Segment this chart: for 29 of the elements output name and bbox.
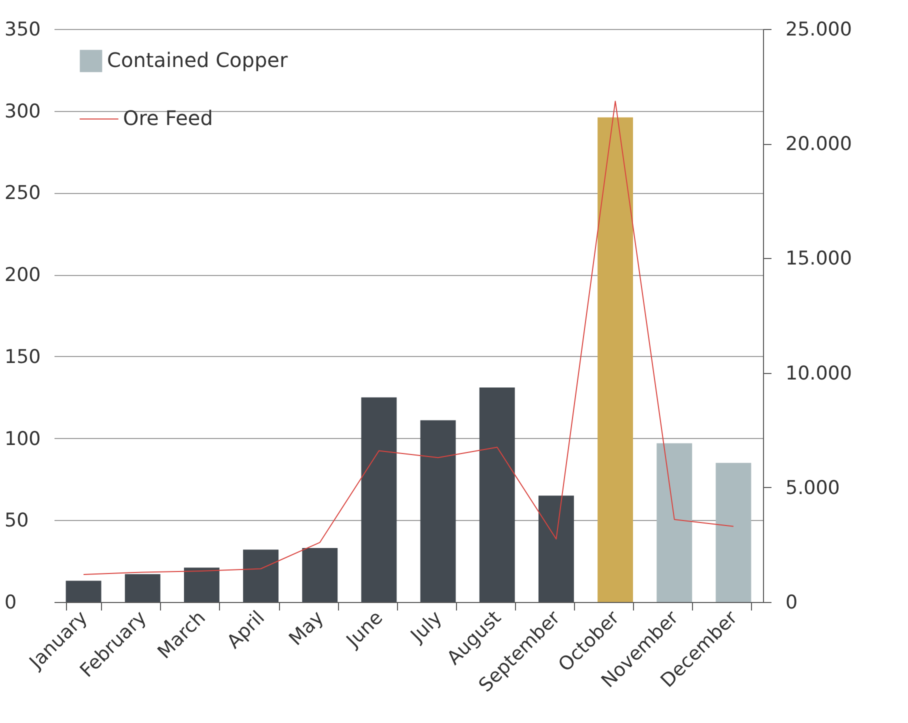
y-tick-label: 0 bbox=[4, 592, 17, 614]
bar bbox=[124, 574, 160, 602]
bar bbox=[302, 548, 338, 602]
y-tick-label: 100 bbox=[4, 428, 41, 450]
bar bbox=[479, 388, 515, 602]
y-tick-label: 50 bbox=[4, 510, 29, 532]
y2-tick-label: 0 bbox=[786, 592, 798, 614]
bar bbox=[598, 117, 634, 602]
y2-tick-label: 10.000 bbox=[786, 362, 852, 384]
y-tick-label: 350 bbox=[4, 18, 41, 40]
line-series bbox=[83, 100, 734, 575]
bar bbox=[243, 550, 279, 602]
y-tick-label: 150 bbox=[4, 346, 41, 368]
y2-tick-label: 25.000 bbox=[786, 18, 852, 40]
bar bbox=[716, 462, 752, 602]
legend-label: Contained Copper bbox=[107, 48, 288, 72]
y-tick-label: 250 bbox=[4, 182, 41, 204]
bar bbox=[656, 443, 692, 602]
bar bbox=[361, 397, 397, 602]
y2-tick-label: 5.000 bbox=[786, 476, 840, 499]
legend-label: Ore Feed bbox=[123, 106, 213, 130]
y2-tick-label: 20.000 bbox=[786, 133, 852, 156]
bar bbox=[184, 568, 220, 602]
y-tick-label: 200 bbox=[4, 264, 41, 286]
y2-tick-label: 15.000 bbox=[786, 248, 852, 270]
bar bbox=[538, 496, 574, 602]
bar bbox=[66, 580, 102, 602]
bar bbox=[420, 420, 456, 602]
y-tick-label: 300 bbox=[4, 100, 41, 122]
